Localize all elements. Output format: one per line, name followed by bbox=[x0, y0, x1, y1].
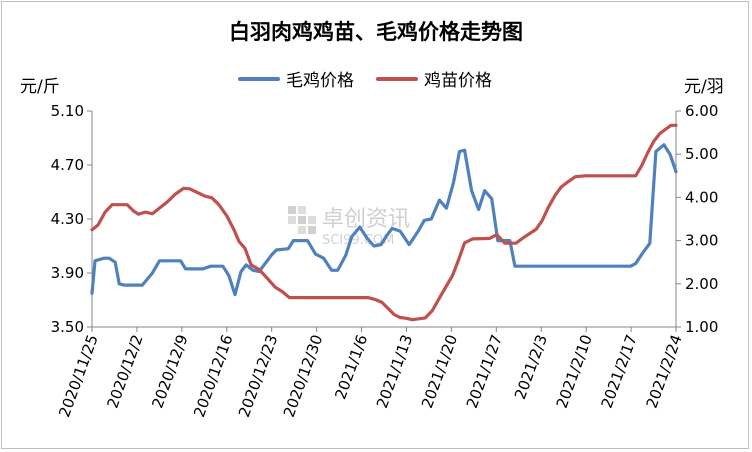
x-tick-label: 2021/1/27 bbox=[463, 332, 506, 410]
left-tick-label: 5.10 bbox=[51, 102, 84, 120]
watermark: 卓创资讯 SCI99.COM bbox=[288, 206, 410, 248]
x-tick-label: 2021/1/20 bbox=[418, 332, 461, 410]
axes: 3.50 3.90 4.30 4.70 5.10 1.00 2.00 3.00 4.00 5.00… bbox=[51, 102, 719, 420]
x-tick-label: 2021/2/17 bbox=[598, 332, 641, 410]
left-tick-label: 4.70 bbox=[51, 156, 84, 174]
right-tick-label: 4.00 bbox=[685, 188, 718, 206]
x-tick-label: 2020/12/16 bbox=[190, 332, 236, 419]
legend-item-broiler: 毛鸡价格 bbox=[238, 66, 354, 91]
x-tick-label: 2020/12/23 bbox=[235, 332, 281, 419]
series-lines bbox=[90, 123, 678, 322]
legend-label-broiler: 毛鸡价格 bbox=[286, 71, 354, 91]
x-tick-label: 2021/1/6 bbox=[331, 332, 371, 401]
x-tick-label: 2020/12/9 bbox=[148, 332, 191, 410]
x-tick-label: 2020/12/2 bbox=[103, 332, 146, 410]
right-tick-label: 5.00 bbox=[685, 145, 718, 163]
left-axis-unit: 元/斤 bbox=[20, 77, 60, 97]
x-tick-label: 2021/2/3 bbox=[511, 332, 551, 401]
chart-title: 白羽肉鸡鸡苗、毛鸡价格走势图 bbox=[229, 20, 523, 44]
right-tick-label: 3.00 bbox=[685, 232, 718, 250]
right-tick-label: 2.00 bbox=[685, 275, 718, 293]
legend: 毛鸡价格 鸡苗价格 bbox=[238, 66, 514, 91]
watermark-logo-icon bbox=[288, 206, 316, 234]
legend-swatch-chick bbox=[376, 76, 418, 81]
left-tick-label: 3.90 bbox=[51, 264, 84, 282]
x-tick-label: 2021/1/13 bbox=[373, 332, 416, 410]
series-line-broiler bbox=[90, 143, 678, 297]
legend-label-chick: 鸡苗价格 bbox=[424, 71, 492, 91]
x-tick-label: 2020/11/25 bbox=[55, 332, 101, 419]
right-tick-label: 1.00 bbox=[685, 318, 718, 336]
watermark-text: 卓创资讯 bbox=[322, 207, 410, 232]
legend-item-chick: 鸡苗价格 bbox=[376, 66, 492, 91]
x-tick-label: 2020/12/30 bbox=[280, 332, 326, 419]
right-tick-label: 6.00 bbox=[685, 102, 718, 120]
right-axis-unit: 元/羽 bbox=[684, 77, 724, 97]
x-tick-label: 2021/2/10 bbox=[553, 332, 596, 410]
x-tick-label: 2021/2/24 bbox=[643, 332, 686, 410]
legend-swatch-broiler bbox=[238, 76, 280, 81]
left-tick-label: 4.30 bbox=[51, 210, 84, 228]
left-tick-label: 3.50 bbox=[51, 318, 84, 336]
series-line-chick bbox=[90, 123, 678, 322]
